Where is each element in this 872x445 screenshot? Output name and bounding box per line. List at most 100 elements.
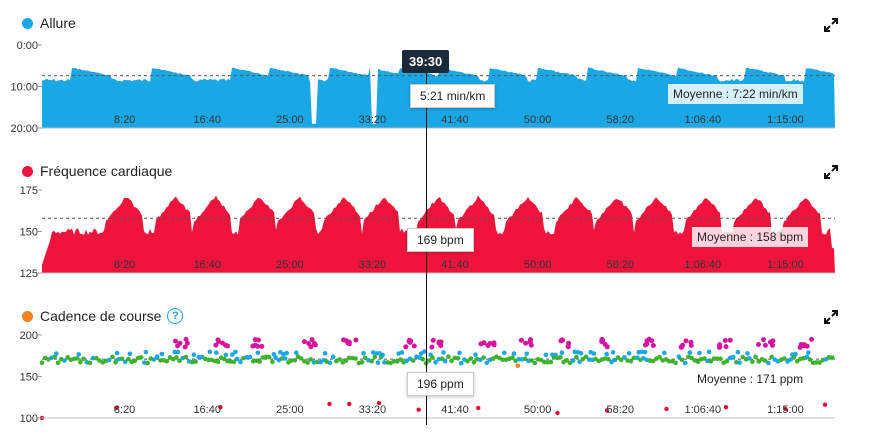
cadence-point bbox=[270, 359, 275, 365]
cadence-point bbox=[311, 340, 317, 346]
cadence-point bbox=[81, 356, 86, 362]
expand-arrows-icon[interactable] bbox=[824, 18, 838, 32]
expand-arrows-icon[interactable] bbox=[824, 165, 838, 179]
cadence-point bbox=[284, 350, 290, 356]
cadence-point bbox=[74, 356, 80, 361]
cadence-point bbox=[657, 354, 662, 360]
cadence-point bbox=[306, 341, 312, 346]
y-tick-label: 100 bbox=[20, 413, 38, 425]
cadence-point bbox=[266, 354, 272, 360]
cadence-point bbox=[604, 351, 609, 357]
x-tick-label: 50:00 bbox=[524, 114, 552, 126]
cadence-point bbox=[580, 356, 586, 362]
x-tick-label: 41:40 bbox=[441, 259, 469, 271]
cadence-point bbox=[411, 343, 417, 349]
cadence-point bbox=[558, 355, 563, 360]
cadence-point bbox=[233, 349, 238, 355]
cadence-point bbox=[723, 405, 729, 410]
cadence-point bbox=[154, 354, 160, 359]
x-tick-label: 33:20 bbox=[359, 259, 387, 271]
cadence-point bbox=[247, 354, 253, 360]
cadence-point bbox=[515, 363, 521, 369]
cadence-point bbox=[697, 350, 702, 356]
cadence-point bbox=[230, 352, 235, 357]
cadence-point bbox=[183, 354, 189, 360]
cadence-point bbox=[481, 340, 487, 346]
x-tick-label: 58:20 bbox=[606, 404, 634, 416]
cadence-point bbox=[662, 350, 667, 356]
cadence-tooltip: 196 ppm bbox=[407, 372, 474, 396]
cadence-point bbox=[362, 355, 368, 361]
cadence-point bbox=[292, 358, 298, 363]
cadence-point bbox=[770, 342, 775, 348]
cadence-point bbox=[78, 359, 83, 365]
cadence-point bbox=[770, 338, 776, 344]
hr-panel: Fréquence cardiaque bbox=[0, 150, 872, 285]
cadence-point bbox=[106, 357, 112, 363]
cadence-point bbox=[410, 358, 416, 363]
cadence-point bbox=[327, 360, 333, 366]
cadence-point bbox=[308, 357, 314, 362]
cadence-point bbox=[809, 336, 815, 342]
cadence-point bbox=[606, 356, 611, 362]
cadence-point bbox=[788, 357, 794, 362]
cadence-title: Cadence de course ? bbox=[22, 308, 184, 324]
cadence-point bbox=[761, 337, 766, 343]
cadence-point bbox=[666, 359, 672, 364]
cadence-point bbox=[518, 337, 524, 343]
cadence-point bbox=[294, 350, 299, 356]
cadence-point bbox=[399, 350, 405, 355]
cadence-point bbox=[39, 360, 45, 366]
cadence-point bbox=[127, 351, 133, 357]
cadence-point bbox=[457, 350, 462, 356]
cadence-point bbox=[55, 360, 61, 366]
cadence-point bbox=[114, 350, 120, 356]
cadence-point bbox=[471, 359, 477, 365]
cadence-point bbox=[159, 351, 165, 357]
cadence-point bbox=[783, 406, 788, 412]
cadence-point bbox=[345, 340, 351, 346]
cadence-point bbox=[679, 357, 685, 363]
cadence-point bbox=[559, 337, 565, 343]
x-tick-label: 1:06:40 bbox=[684, 259, 721, 271]
cadence-point bbox=[522, 356, 528, 362]
question-circle-icon[interactable]: ? bbox=[167, 308, 184, 324]
cadence-point bbox=[439, 356, 445, 362]
cadence-point bbox=[753, 354, 758, 360]
x-tick-label: 16:40 bbox=[193, 404, 221, 416]
cadence-point bbox=[341, 337, 346, 343]
x-tick-label: 58:20 bbox=[606, 259, 634, 271]
cadence-point bbox=[487, 341, 493, 346]
cadence-point bbox=[110, 354, 115, 360]
pace-tooltip: 5:21 min/km bbox=[410, 84, 496, 108]
cadence-point bbox=[814, 360, 819, 365]
cadence-point bbox=[76, 352, 81, 357]
x-tick-label: 33:20 bbox=[359, 404, 387, 416]
cadence-point bbox=[723, 344, 729, 350]
cadence-point bbox=[727, 337, 733, 343]
cadence-point bbox=[113, 359, 118, 365]
cadence-point bbox=[54, 351, 59, 356]
cadence-point bbox=[807, 357, 813, 362]
cadence-point bbox=[449, 358, 454, 364]
cadence-point bbox=[458, 360, 464, 366]
cadence-point bbox=[797, 344, 803, 350]
cadence-point bbox=[206, 357, 211, 363]
cadence-point bbox=[766, 360, 771, 366]
cadence-point bbox=[682, 360, 688, 366]
cadence-point bbox=[271, 352, 277, 357]
expand-arrows-icon[interactable] bbox=[824, 310, 838, 324]
x-tick-label: 8:20 bbox=[114, 114, 135, 126]
x-tick-label: 8:20 bbox=[114, 259, 135, 271]
cadence-point bbox=[191, 352, 197, 358]
cadence-point bbox=[756, 342, 761, 347]
y-tick-label: 125 bbox=[20, 268, 38, 280]
x-tick-label: 50:00 bbox=[524, 259, 552, 271]
pace-panel: Allure bbox=[0, 0, 872, 140]
cadence-point bbox=[528, 342, 534, 348]
cadence-point bbox=[382, 360, 387, 365]
cadence-point bbox=[481, 355, 486, 360]
hr-title-text: Fréquence cardiaque bbox=[40, 163, 173, 179]
cadence-point bbox=[114, 405, 119, 411]
cadence-point bbox=[822, 402, 828, 407]
